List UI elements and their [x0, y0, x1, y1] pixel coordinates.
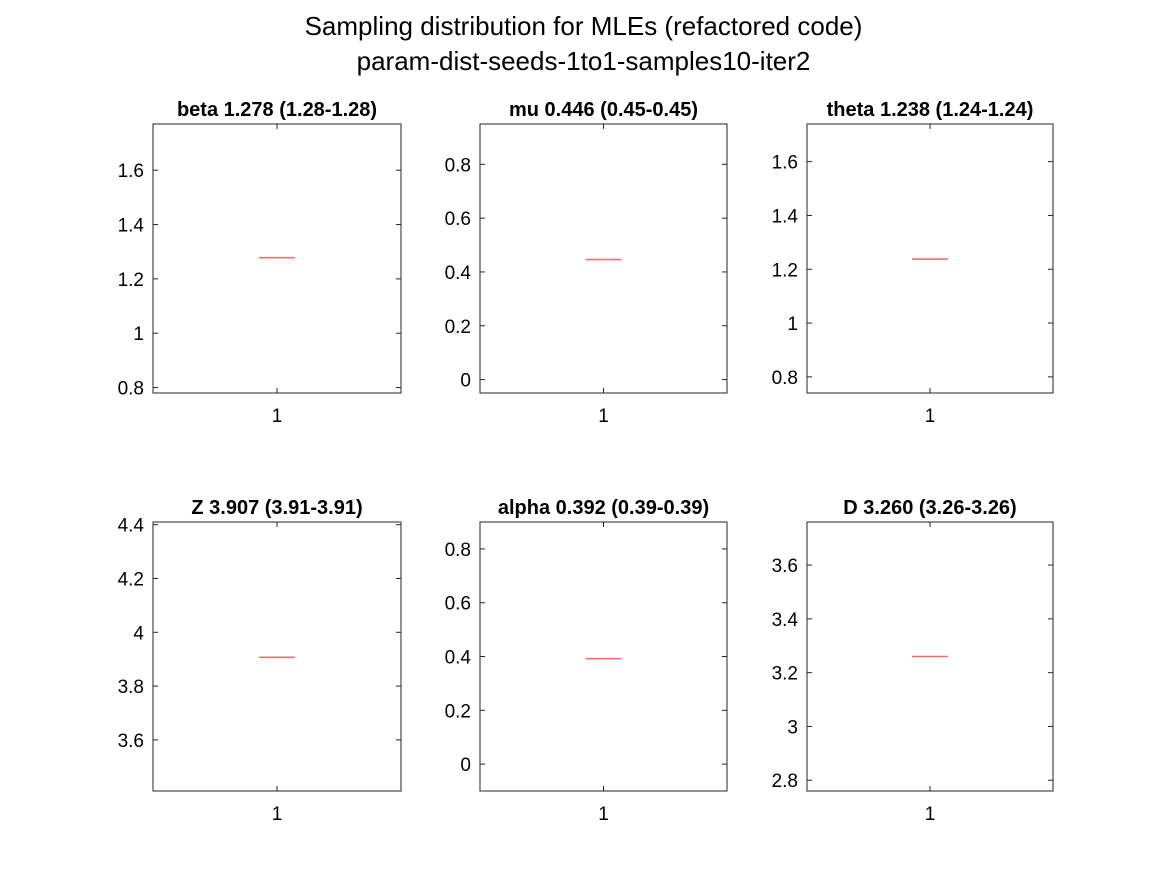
axes-frame: [152, 123, 402, 394]
x-tick-label: 1: [598, 804, 609, 825]
y-tick-label: 0.8: [445, 155, 471, 176]
y-tick-label: 1.6: [772, 153, 798, 174]
subplot-5: alpha 0.392 (0.39-0.39) 0 0.2 0.4 0.6 0.8 1: [445, 497, 728, 825]
y-tick-label: 0.4: [445, 648, 472, 669]
y-tick-label: 3.4: [772, 610, 799, 631]
y-tick-label: 0.8: [118, 379, 144, 400]
x-tick-label: 1: [272, 406, 283, 427]
subplot-6: D 3.260 (3.26-3.26) 2.8 3 3.2 3.4 3.6 1: [772, 497, 1054, 825]
y-tick-label: 0: [460, 371, 471, 392]
x-tick-label: 1: [598, 406, 609, 427]
subplot-2: mu 0.446 (0.45-0.45) 0 0.2 0.4 0.6 0.8 1: [445, 99, 728, 427]
x-tick-label: 1: [925, 804, 936, 825]
y-tick-label: 1: [787, 314, 798, 335]
y-tick-label: 0: [460, 755, 471, 776]
subplot-title: theta 1.238 (1.24-1.24): [827, 99, 1034, 121]
axes-frame: [479, 521, 728, 792]
subplot-title: D 3.260 (3.26-3.26): [843, 497, 1016, 519]
y-tick-label: 3.2: [772, 664, 798, 685]
x-tick-label: 1: [272, 804, 283, 825]
y-tick-label: 1.6: [118, 161, 144, 182]
y-tick-label: 0.2: [445, 317, 471, 338]
subplot-1: beta 1.278 (1.28-1.28) 0.8 1 1.2 1.4 1.6 1: [118, 99, 402, 427]
y-tick-label: 0.6: [445, 594, 471, 615]
subplot-title: beta 1.278 (1.28-1.28): [177, 99, 377, 121]
subplot-4: Z 3.907 (3.91-3.91) 3.6 3.8 4 4.2 4.4 1: [118, 497, 402, 825]
figure-subtitle: param-dist-seeds-1to1-samples10-iter2: [356, 46, 811, 76]
y-tick-label: 2.8: [772, 771, 798, 792]
subplot-title: Z 3.907 (3.91-3.91): [191, 497, 362, 519]
subplot-3: theta 1.238 (1.24-1.24) 0.8 1 1.2 1.4 1.6 1: [772, 99, 1054, 427]
axes-frame: [152, 521, 402, 792]
figure-title: Sampling distribution for MLEs (refactor…: [304, 11, 863, 41]
x-tick-label: 1: [925, 406, 936, 427]
y-tick-label: 0.4: [445, 263, 472, 284]
axes-frame: [479, 123, 728, 394]
y-tick-label: 0.6: [445, 209, 471, 230]
y-tick-label: 1.4: [772, 206, 799, 227]
subplot-title: mu 0.446 (0.45-0.45): [509, 99, 698, 121]
y-tick-label: 4: [133, 623, 144, 644]
y-tick-label: 3.8: [118, 677, 144, 698]
y-tick-label: 0.2: [445, 701, 471, 722]
y-tick-label: 1.2: [118, 270, 144, 291]
y-tick-label: 1.4: [118, 216, 145, 237]
y-tick-label: 4.2: [118, 569, 144, 590]
y-tick-label: 0.8: [445, 540, 471, 561]
y-tick-label: 3.6: [118, 731, 144, 752]
y-tick-label: 3: [787, 717, 798, 738]
y-tick-label: 1: [133, 324, 144, 345]
y-tick-label: 1.2: [772, 260, 798, 281]
y-tick-label: 3.6: [772, 556, 798, 577]
y-tick-label: 4.4: [118, 516, 145, 537]
subplot-title: alpha 0.392 (0.39-0.39): [498, 497, 709, 519]
y-tick-label: 0.8: [772, 368, 798, 389]
